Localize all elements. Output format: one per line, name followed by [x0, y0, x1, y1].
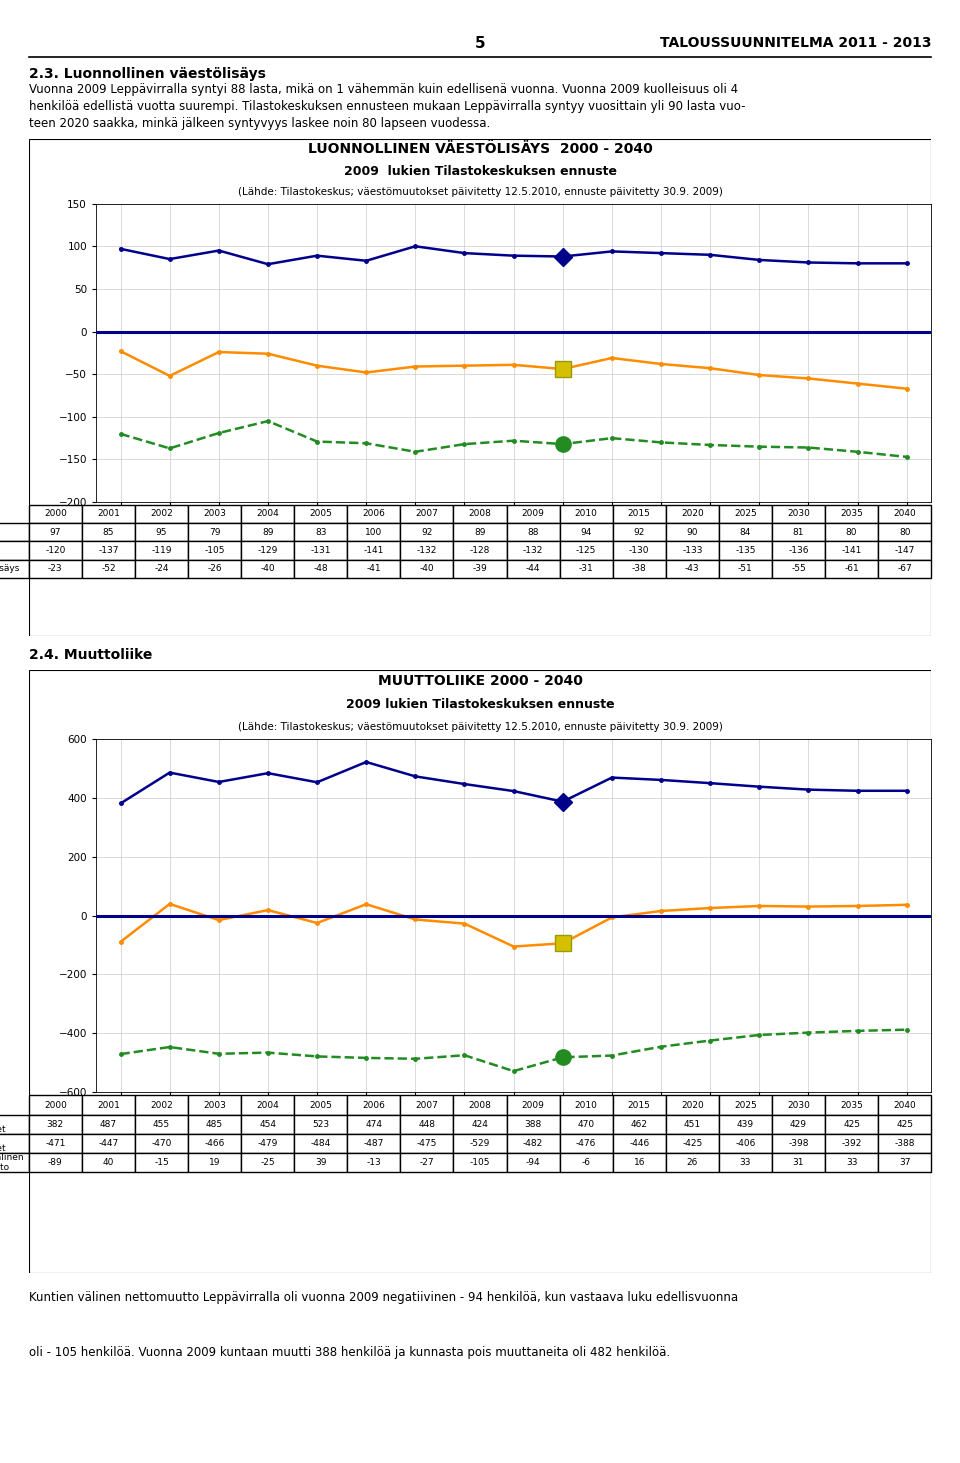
Text: TALOUSSUUNNITELMA 2011 - 2013: TALOUSSUUNNITELMA 2011 - 2013	[660, 37, 931, 50]
Text: teen 2020 saakka, minkä jälkeen syntyvyys laskee noin 80 lapseen vuodessa.: teen 2020 saakka, minkä jälkeen syntyvyy…	[29, 117, 490, 130]
Text: LUONNOLLINEN VÄESTÖLISÄYS  2000 - 2040: LUONNOLLINEN VÄESTÖLISÄYS 2000 - 2040	[307, 142, 653, 157]
Text: Kuntien välinen nettomuutto Leppävirralla oli vuonna 2009 negatiivinen - 94 henk: Kuntien välinen nettomuutto Leppävirrall…	[29, 1292, 738, 1305]
Text: 5: 5	[474, 37, 486, 51]
Text: 2.4. Muuttoliike: 2.4. Muuttoliike	[29, 648, 153, 663]
Text: Vuonna 2009 Leppävirralla syntyi 88 lasta, mikä on 1 vähemmän kuin edellisenä vu: Vuonna 2009 Leppävirralla syntyi 88 last…	[29, 83, 738, 97]
Text: (Lähde: Tilastokeskus; väestömuutokset päivitetty 12.5.2010, ennuste päivitetty : (Lähde: Tilastokeskus; väestömuutokset p…	[237, 723, 723, 732]
Text: 2009 lukien Tilastokeskuksen ennuste: 2009 lukien Tilastokeskuksen ennuste	[346, 698, 614, 711]
Text: oli - 105 henkilöä. Vuonna 2009 kuntaan muutti 388 henkilöä ja kunnasta pois muu: oli - 105 henkilöä. Vuonna 2009 kuntaan …	[29, 1346, 670, 1359]
Text: 2009  lukien Tilastokeskuksen ennuste: 2009 lukien Tilastokeskuksen ennuste	[344, 165, 616, 178]
Text: (Lähde: Tilastokeskus; väestömuutokset päivitetty 12.5.2010, ennuste päivitetty : (Lähde: Tilastokeskus; väestömuutokset p…	[237, 187, 723, 198]
Text: 2.3. Luonnollinen väestölisäys: 2.3. Luonnollinen väestölisäys	[29, 67, 266, 82]
Text: MUUTTOLIIKE 2000 - 2040: MUUTTOLIIKE 2000 - 2040	[377, 673, 583, 688]
Text: henkilöä edellistä vuotta suurempi. Tilastokeskuksen ennusteen mukaan Leppävirra: henkilöä edellistä vuotta suurempi. Tila…	[29, 101, 745, 113]
